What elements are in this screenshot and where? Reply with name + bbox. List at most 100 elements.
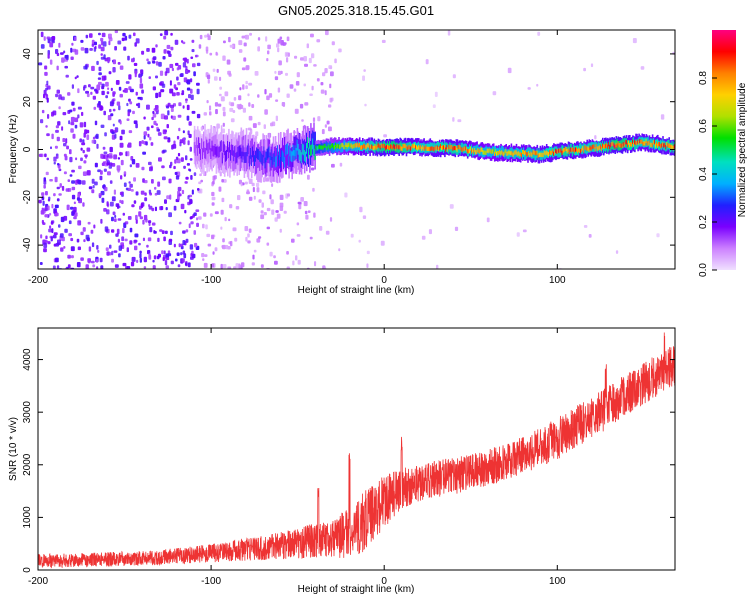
- spectrogram-ridge-cell: [433, 142, 436, 152]
- spectrogram-cell: [157, 128, 160, 132]
- spectrogram-cell: [180, 252, 183, 256]
- spectrogram-ridge-cell: [269, 155, 272, 167]
- spectrogram-cell: [117, 62, 121, 65]
- spectrogram-cell: [304, 102, 309, 106]
- spectrogram-cell: [380, 240, 385, 246]
- spectrogram-cell: [72, 133, 76, 139]
- spectrogram-cell: [205, 224, 208, 230]
- spectrogram-cell: [312, 187, 315, 192]
- spectrogram-cell: [59, 233, 64, 238]
- spectrogram-ridge-cell: [551, 150, 553, 156]
- spectrogram-cell: [338, 248, 341, 252]
- spectrogram-ridge-cell: [274, 156, 277, 168]
- spectrogram-cell: [185, 69, 189, 74]
- spectrogram-cell: [94, 45, 97, 50]
- spectrogram-ridge-cell: [537, 153, 540, 158]
- spectrogram-ridge-cell: [492, 148, 495, 153]
- spectrogram-cell: [82, 227, 86, 232]
- spectrogram-ridge-cell: [354, 143, 357, 148]
- spectrogram-cell: [152, 86, 156, 91]
- spectrogram-cell: [74, 117, 79, 123]
- spectrogram-cell: [209, 213, 213, 217]
- spectrogram-cell: [46, 157, 49, 161]
- spectrogram-cell: [228, 101, 231, 106]
- spectrogram-cell: [108, 40, 111, 46]
- spectrogram-cell: [260, 264, 264, 268]
- spectrogram-cell: [449, 204, 454, 209]
- snr-ytick-label: 1000: [22, 506, 33, 529]
- spectrogram-cell: [166, 195, 170, 200]
- spectrogram-ridge-cell: [271, 143, 274, 168]
- spectrogram-ridge-cell: [506, 151, 508, 156]
- spectrogram-ridge-cell: [253, 150, 255, 162]
- spectrogram-cell: [198, 216, 202, 220]
- spectrogram-cell: [190, 221, 194, 225]
- spectrogram-cell: [181, 189, 185, 195]
- spectrogram-cell: [63, 143, 67, 147]
- spectrogram-cell: [64, 55, 69, 59]
- spectrogram-cell: [266, 95, 270, 101]
- spectrogram-ridge-cell: [195, 137, 198, 162]
- spectrogram-ridge-cell: [220, 140, 223, 151]
- spectrogram-ridge-cell: [210, 148, 212, 159]
- spectrogram-ridge-cell: [483, 150, 486, 155]
- spectrogram-cell: [111, 131, 115, 135]
- spectrogram-ridge-cell: [529, 147, 531, 157]
- spectrogram-cell: [58, 193, 62, 196]
- spectrogram-cell: [43, 93, 46, 99]
- snr-xtick-label: 0: [381, 576, 387, 587]
- spectrogram-cell: [96, 245, 99, 250]
- spectrogram-ridge-cell: [255, 150, 257, 162]
- spectrogram-cell: [98, 81, 102, 85]
- spectrogram-ridge-cell: [550, 150, 552, 155]
- spectrogram-ridge-cell: [668, 143, 670, 148]
- spectrogram-ridge-cell: [434, 145, 437, 150]
- spectrogram-cell: [187, 140, 190, 146]
- spectrogram-cell: [112, 123, 115, 127]
- spectrogram-cell: [77, 222, 80, 226]
- spectrogram-cell: [229, 107, 234, 112]
- spectrogram-ridge-cell: [286, 143, 288, 155]
- spectrogram-cell: [260, 214, 265, 220]
- spectrogram-ridge-cell: [433, 147, 436, 152]
- spectrogram-cell: [67, 92, 71, 96]
- spectrogram-cell: [452, 117, 455, 122]
- spectrogram-cell: [111, 229, 115, 233]
- spectrogram-cell: [133, 239, 137, 244]
- spectrogram-cell: [177, 152, 181, 157]
- colorbar-tick-label: 0.2: [698, 215, 709, 229]
- spectrogram-cell: [264, 109, 268, 115]
- spectrogram-cell: [329, 97, 333, 103]
- snr-xtick-label: 100: [549, 576, 566, 587]
- spectrogram-cell: [52, 234, 57, 239]
- spectrogram-cell: [111, 258, 114, 263]
- spectrogram-ridge-cell: [276, 149, 279, 174]
- spectrogram-cell: [58, 106, 61, 110]
- spectrogram-ridge-cell: [385, 145, 388, 150]
- spectrogram-cell: [216, 68, 219, 73]
- spectrogram-cell: [198, 181, 202, 185]
- spectrogram-cell: [159, 82, 163, 86]
- spectrogram-ridge-cell: [497, 150, 499, 156]
- spectrogram-ridge-cell: [545, 150, 548, 155]
- spectrogram-ridge-cell: [210, 125, 212, 164]
- spectrogram-cell: [317, 116, 321, 122]
- spectrogram-cell: [47, 38, 51, 44]
- spectrogram-ridge-cell: [445, 142, 447, 153]
- spectrogram-cell: [229, 204, 233, 209]
- spectrogram-cell: [594, 135, 597, 140]
- spectrogram-ridge-cell: [331, 143, 334, 148]
- spectrogram-ridge-cell: [558, 148, 560, 153]
- spectrogram-cell: [207, 79, 210, 84]
- spectrogram-cell: [257, 46, 260, 52]
- spectrogram-cell: [149, 166, 153, 172]
- spectrogram-ridge-cell: [507, 151, 509, 156]
- spectrogram-ridge-cell: [495, 149, 497, 154]
- spectrogram-ridge-cell: [488, 148, 491, 153]
- spectrogram-cell: [50, 146, 52, 150]
- spectrogram-cell: [180, 243, 184, 247]
- spectrogram-ridge-cell: [265, 152, 268, 177]
- spectrogram-ridge-cell: [229, 142, 231, 167]
- spectrogram-cell: [324, 124, 327, 128]
- spectrogram-cell: [278, 60, 282, 66]
